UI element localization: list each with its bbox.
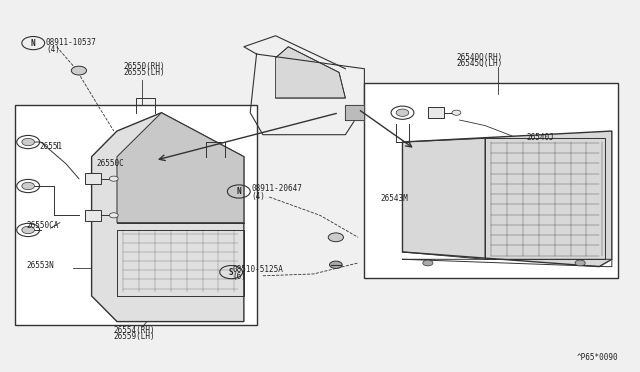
Circle shape (22, 138, 35, 146)
Text: N: N (31, 39, 36, 48)
Circle shape (575, 260, 585, 266)
Text: (4): (4) (46, 45, 60, 54)
Text: (6): (6) (232, 272, 246, 282)
Text: 26553N: 26553N (27, 262, 54, 270)
Text: 26550C: 26550C (97, 159, 124, 168)
Bar (364, 83, 618, 278)
Text: 26555(LH): 26555(LH) (124, 68, 165, 77)
Circle shape (109, 213, 118, 218)
Text: 26550CA: 26550CA (27, 221, 60, 230)
Circle shape (22, 226, 35, 234)
Text: 26540Q(RH): 26540Q(RH) (456, 52, 502, 62)
Circle shape (423, 260, 433, 266)
Circle shape (109, 176, 118, 181)
Text: 26540J: 26540J (526, 133, 554, 142)
Polygon shape (92, 113, 244, 321)
Text: ^P65*0090: ^P65*0090 (577, 353, 618, 362)
Polygon shape (346, 105, 364, 120)
Circle shape (452, 110, 461, 115)
Bar (85, 210, 101, 221)
Circle shape (396, 109, 409, 116)
Polygon shape (276, 47, 346, 98)
Circle shape (328, 233, 344, 242)
Circle shape (22, 182, 35, 190)
Text: 08510-5125A: 08510-5125A (232, 265, 284, 274)
Text: 26551: 26551 (40, 142, 63, 151)
Polygon shape (117, 113, 244, 223)
Text: 26543M: 26543M (380, 194, 408, 203)
Bar (85, 173, 101, 184)
Text: 26550(RH): 26550(RH) (124, 62, 165, 71)
Circle shape (71, 66, 86, 75)
Text: 26559(LH): 26559(LH) (114, 332, 156, 341)
Text: S: S (229, 267, 234, 277)
Circle shape (330, 261, 342, 269)
Text: 08911-10537: 08911-10537 (46, 38, 97, 47)
Polygon shape (403, 131, 612, 267)
Text: 26554(RH): 26554(RH) (114, 326, 156, 334)
Bar (15, 105, 257, 325)
Bar (428, 107, 444, 118)
Text: N: N (236, 187, 241, 196)
Text: (4): (4) (252, 192, 266, 201)
Text: 08911-20647: 08911-20647 (252, 185, 302, 193)
Text: 26545Q(LH): 26545Q(LH) (456, 59, 502, 68)
